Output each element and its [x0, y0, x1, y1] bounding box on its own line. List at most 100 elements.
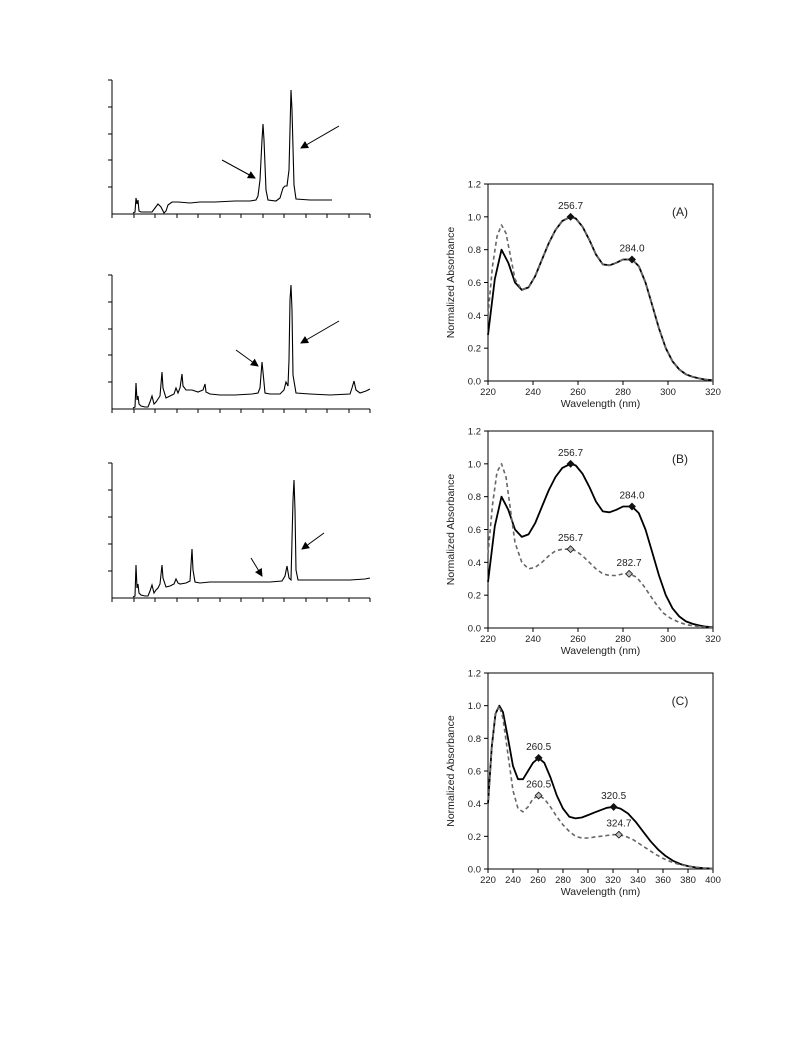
- chrom1-arrow-left: [221, 159, 256, 179]
- y-axis-title: Normalized Absorbance: [445, 715, 457, 827]
- chrom2-x-ticks: [111, 409, 371, 413]
- peak-marker: [609, 802, 618, 811]
- spectrum-panel-a: 0.0 0.2 0.4 0.6 0.8 1.0 1.2 220 240 260 280 300 320 W…: [445, 180, 721, 411]
- x-axis-title: Wavelength (nm): [561, 886, 641, 898]
- series-dashed-line: [487, 463, 714, 629]
- series-solid-line: [487, 215, 714, 382]
- y-tick-label: 0.2: [468, 591, 481, 602]
- chromatogram-2: [108, 274, 371, 413]
- spectrum-panel-c: 0.0 0.2 0.4 0.6 0.8 1.0 1.2 220 240 260 280 300 320 3…: [445, 669, 721, 899]
- y-tick-label: 0.4: [468, 799, 481, 810]
- y-tick-label: 0.0: [468, 865, 481, 876]
- peak-label: 320.5: [601, 791, 626, 802]
- peak-label: 256.7: [558, 533, 583, 544]
- chromatogram-1: [108, 79, 371, 218]
- peak-marker: [534, 791, 543, 800]
- series-solid-line: [487, 704, 714, 870]
- x-tick-label: 280: [555, 875, 571, 886]
- x-tick-label: 340: [630, 875, 646, 886]
- peak-marker: [614, 830, 623, 839]
- y-tick-label: 1.0: [468, 459, 481, 470]
- chrom3-x-ticks: [111, 598, 371, 602]
- series-solid-line: [487, 462, 714, 629]
- y-tick-label: 0.4: [468, 558, 481, 569]
- x-tick-label: 380: [680, 875, 696, 886]
- x-tick-label: 280: [615, 387, 631, 398]
- y-tick-label: 0.6: [468, 767, 481, 778]
- peak-marker: [625, 569, 634, 578]
- chrom1-x-ticks: [111, 214, 371, 218]
- y-tick-label: 1.2: [468, 180, 481, 191]
- chrom3-y-ticks: [108, 462, 112, 572]
- y-tick-label: 0.6: [468, 278, 481, 289]
- chrom2-trace: [132, 284, 371, 409]
- peak-marker: [628, 255, 636, 264]
- peak-label: 284.0: [619, 244, 644, 255]
- y-tick-label: 1.2: [468, 669, 481, 680]
- peak-label: 260.5: [526, 780, 551, 791]
- chrom1-trace: [132, 89, 332, 214]
- peak-marker: [566, 459, 575, 468]
- chrom2-arrow-left: [235, 349, 259, 367]
- chrom3-arrow-left: [250, 557, 263, 577]
- y-tick-label: 0.6: [468, 525, 481, 536]
- x-tick-label: 300: [580, 875, 596, 886]
- y-tick-label: 0.0: [468, 624, 481, 635]
- y-tick-label: 0.8: [468, 734, 481, 745]
- x-tick-label: 300: [660, 387, 676, 398]
- peak-marker: [566, 212, 575, 221]
- x-tick-label: 320: [705, 387, 721, 398]
- x-tick-label: 240: [525, 634, 541, 645]
- y-tick-label: 1.0: [468, 212, 481, 223]
- x-tick-label: 280: [615, 634, 631, 645]
- x-axis-title: Wavelength (nm): [561, 645, 641, 657]
- y-axis-title: Normalized Absorbance: [445, 227, 457, 339]
- y-tick-label: 1.2: [468, 427, 481, 438]
- x-tick-label: 320: [705, 634, 721, 645]
- peak-label: 256.7: [558, 448, 583, 459]
- panel-label: (A): [672, 205, 688, 219]
- x-tick-label: 360: [655, 875, 671, 886]
- x-tick-label: 320: [605, 875, 621, 886]
- x-tick-label: 220: [480, 875, 496, 886]
- peak-label: 324.7: [606, 819, 631, 830]
- y-tick-label: 0.0: [468, 377, 481, 388]
- peak-marker: [628, 502, 636, 511]
- peak-label: 256.7: [558, 201, 583, 212]
- peak-marker: [534, 753, 543, 762]
- panel-label: (C): [672, 694, 689, 708]
- spectrum-panel-b: 0.0 0.2 0.4 0.6 0.8 1.0 1.2 220 240 260 280 300 320 W…: [445, 427, 721, 658]
- y-tick-label: 1.0: [468, 701, 481, 712]
- peak-label: 284.0: [619, 491, 644, 502]
- y-tick-label: 0.8: [468, 492, 481, 503]
- x-tick-label: 220: [480, 387, 496, 398]
- x-tick-label: 400: [705, 875, 721, 886]
- series-dashed-line: [487, 216, 714, 382]
- chrom2-y-ticks: [108, 274, 112, 383]
- peak-marker: [566, 545, 575, 554]
- x-tick-label: 260: [570, 387, 586, 398]
- chrom1-y-ticks: [108, 79, 112, 188]
- chrom3-arrow-right: [301, 532, 325, 550]
- chromatogram-3: [108, 462, 371, 602]
- chrom1-arrow-right: [300, 125, 340, 149]
- series-dashed-line: [487, 704, 714, 870]
- x-tick-label: 260: [570, 634, 586, 645]
- x-tick-label: 220: [480, 634, 496, 645]
- y-tick-label: 0.2: [468, 832, 481, 843]
- y-tick-label: 0.8: [468, 245, 481, 256]
- x-tick-label: 300: [660, 634, 676, 645]
- y-tick-label: 0.4: [468, 311, 481, 322]
- y-tick-label: 0.2: [468, 344, 481, 355]
- peak-label: 260.5: [526, 742, 551, 753]
- x-tick-label: 240: [505, 875, 521, 886]
- x-tick-label: 260: [530, 875, 546, 886]
- chrom2-arrow-right: [300, 320, 340, 344]
- x-axis-title: Wavelength (nm): [561, 398, 641, 410]
- chrom3-trace: [132, 479, 371, 598]
- y-axis-title: Normalized Absorbance: [445, 474, 457, 586]
- x-tick-label: 240: [525, 387, 541, 398]
- panel-label: (B): [672, 452, 688, 466]
- peak-label: 282.7: [617, 558, 642, 569]
